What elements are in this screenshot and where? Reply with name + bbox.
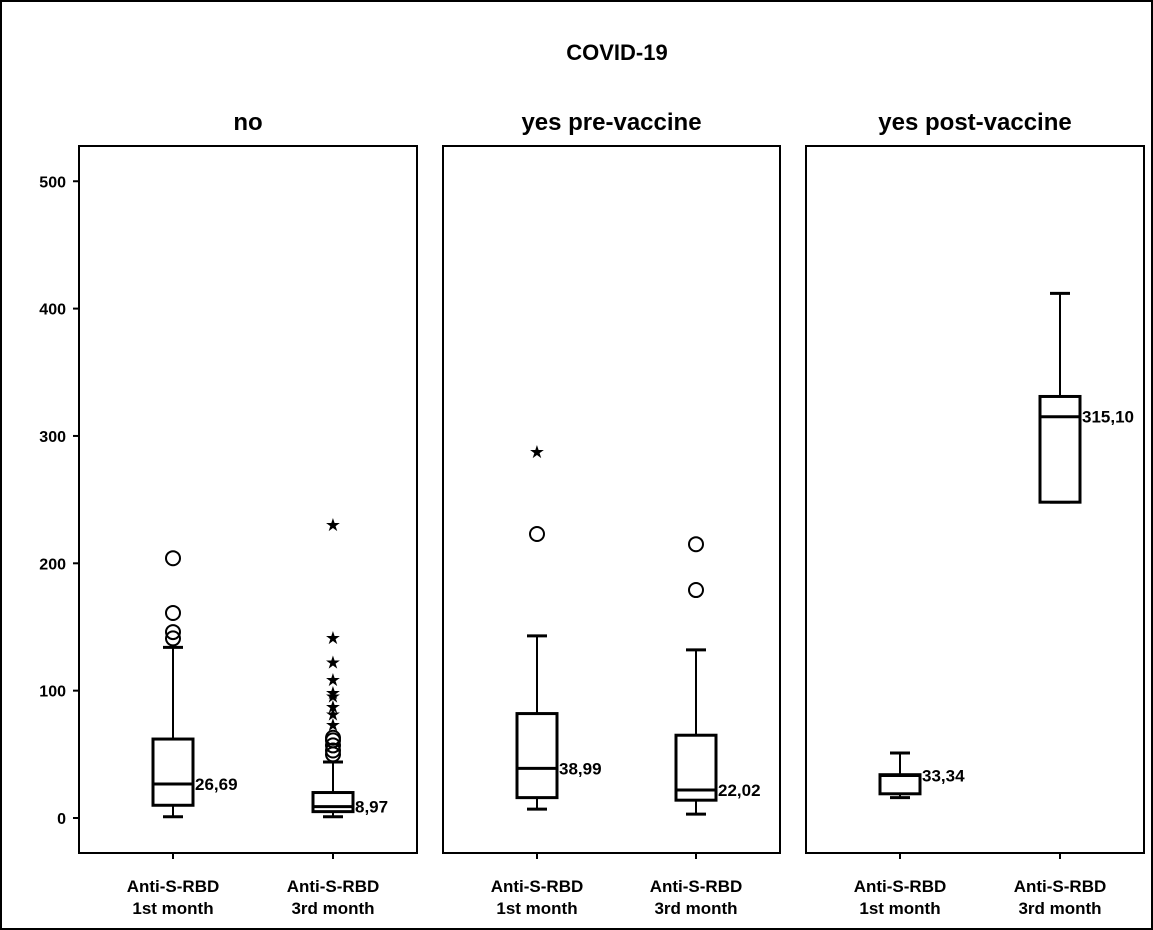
outlier-point [165, 550, 181, 567]
facet-frame [78, 145, 418, 854]
x-tick-label-line1: Anti-S-RBD [854, 877, 947, 896]
median-label: 22,02 [718, 781, 761, 800]
facet-label: yes pre-vaccine [521, 109, 701, 136]
y-axis: 0 100 200 300 400 500 [39, 174, 79, 828]
box-group: 33,34 Anti-S-RBD 1st month [854, 751, 965, 918]
median-label: 33,34 [922, 767, 965, 786]
y-tick-label: 400 [39, 302, 66, 319]
x-tick-label-line1: Anti-S-RBD [491, 877, 584, 896]
outlier-point [165, 630, 181, 647]
outlier-point [688, 582, 704, 599]
outlier-point [165, 604, 181, 621]
x-tick-label-line1: Anti-S-RBD [127, 877, 220, 896]
outlier-point [529, 526, 545, 543]
outlier-point [688, 536, 704, 553]
median-label: 315,10 [1082, 408, 1134, 427]
facet-frame [442, 145, 781, 854]
box [878, 773, 922, 796]
extreme-point: ★ [325, 652, 341, 672]
outlier-point [325, 742, 341, 759]
outlier-point [165, 624, 181, 641]
extreme-point: ★ [325, 683, 341, 703]
x-tick-label-line2: 3rd month [1018, 899, 1101, 918]
x-tick-label-line2: 3rd month [654, 899, 737, 918]
chart-title: COVID-19 [566, 40, 667, 65]
y-tick-label: 100 [39, 684, 66, 701]
box-group: 26,69 Anti-S-RBD 1st month [127, 550, 238, 918]
x-tick-label-line2: 1st month [859, 899, 940, 918]
extreme-point: ★ [325, 715, 341, 735]
box [311, 791, 355, 814]
extreme-point: ★ [325, 670, 341, 690]
y-tick-label: 300 [39, 429, 66, 446]
extreme-point: ★ [325, 697, 341, 717]
median-label: 26,69 [195, 775, 238, 794]
box [515, 712, 559, 800]
y-tick-label: 0 [57, 811, 66, 828]
x-tick-label-line2: 1st month [496, 899, 577, 918]
extreme-point: ★ [325, 628, 341, 648]
median-label: 38,99 [559, 759, 602, 778]
x-tick-label-line2: 3rd month [291, 899, 374, 918]
y-tick-label: 200 [39, 556, 66, 573]
facet-label: no [233, 109, 262, 136]
x-tick-label-line1: Anti-S-RBD [1014, 877, 1107, 896]
x-tick-label-line1: Anti-S-RBD [287, 877, 380, 896]
facet-panel: yes pre-vaccine 38,99 ★ Anti-S-RBD 1st month… [442, 109, 781, 918]
outlier-point [325, 737, 341, 754]
extreme-point: ★ [529, 442, 545, 462]
extreme-point: ★ [325, 705, 341, 725]
extreme-point: ★ [325, 687, 341, 707]
box [151, 737, 195, 807]
x-tick-label-line1: Anti-S-RBD [650, 877, 743, 896]
median-label: 8,97 [355, 798, 388, 817]
box-group: 38,99 ★ Anti-S-RBD 1st month [491, 442, 602, 918]
outlier-point [325, 729, 341, 746]
y-tick-label: 500 [39, 174, 66, 191]
box-group: 22,02 Anti-S-RBD 3rd month [650, 536, 761, 918]
box [1038, 394, 1082, 504]
facet-frame [805, 145, 1145, 854]
extreme-point: ★ [325, 515, 341, 535]
x-tick-label-line2: 1st month [132, 899, 213, 918]
facet-label: yes post-vaccine [878, 109, 1071, 136]
facet-panel: yes post-vaccine 33,34 Anti-S-RBD 1st month… [805, 109, 1145, 918]
box-group: 315,10 Anti-S-RBD 3rd month [1014, 291, 1134, 918]
